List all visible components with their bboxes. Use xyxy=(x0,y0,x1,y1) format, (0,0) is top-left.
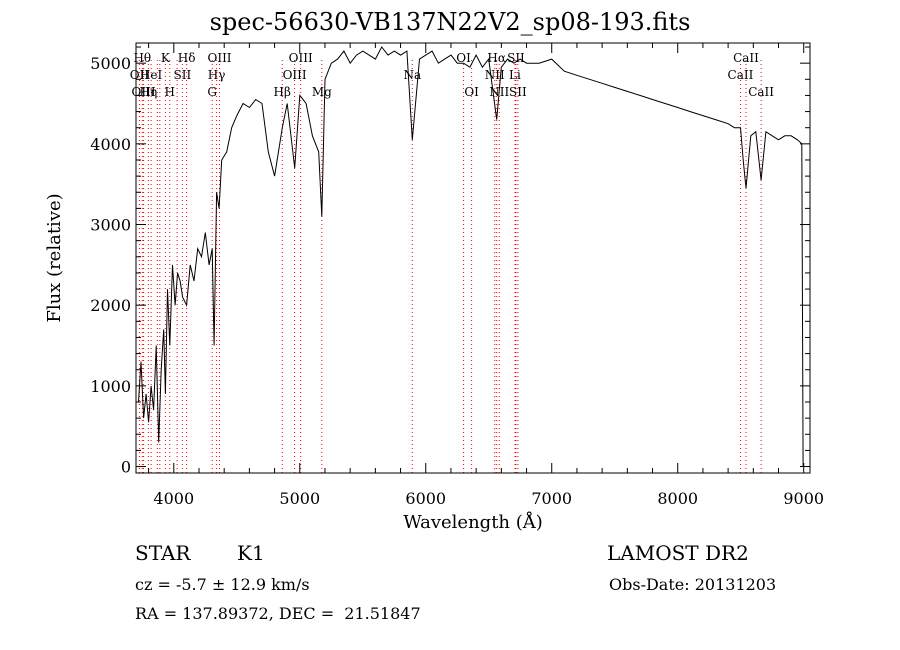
line-label: SII xyxy=(509,85,527,99)
object-class: STAR xyxy=(135,541,191,565)
x-tick-label: 9000 xyxy=(783,489,824,508)
y-axis-label: Flux (relative) xyxy=(44,193,65,322)
line-label: Hθ xyxy=(133,51,151,65)
x-tick-label: 6000 xyxy=(405,489,446,508)
line-label: OIII xyxy=(132,85,156,99)
line-label: SII xyxy=(507,51,525,65)
survey-name: LAMOST DR2 xyxy=(607,541,749,565)
line-label: CaII xyxy=(748,85,774,99)
line-label: K xyxy=(161,51,171,65)
line-labels: OIIHθOIIIHηHeIKHSIIHδGHγOIIIHβOIIIOIIIMg… xyxy=(130,51,775,99)
redshift-info: cz = -5.7 ± 12.9 km/s xyxy=(135,575,310,594)
line-label: H xyxy=(165,85,175,99)
chart-title: spec-56630-VB137N22V2_sp08-193.fits xyxy=(209,8,691,36)
line-label: OII xyxy=(130,68,150,82)
spectrum-line xyxy=(138,46,804,467)
line-label: HeI xyxy=(140,68,163,82)
coordinates: RA = 137.89372, DEC = 21.51847 xyxy=(135,604,421,623)
line-label: SII xyxy=(174,68,192,82)
line-label: Hβ xyxy=(274,85,291,99)
y-tick-label: 3000 xyxy=(90,216,131,235)
line-label: Na xyxy=(403,68,421,82)
line-label: OI xyxy=(464,85,479,99)
line-label: G xyxy=(207,85,217,99)
line-label: CaII xyxy=(728,68,754,82)
axis-ticks: 4000 5000 6000 7000 8000 9000 0 1000 2000 3000 400… xyxy=(90,43,824,508)
y-tick-label: 4000 xyxy=(90,135,131,154)
line-label: NII xyxy=(485,68,505,82)
object-subclass: K1 xyxy=(237,541,265,565)
line-label: Mg xyxy=(312,85,332,99)
x-axis-label: Wavelength (Å) xyxy=(403,511,543,533)
x-tick-label: 7000 xyxy=(531,489,572,508)
obs-date: Obs-Date: 20131203 xyxy=(609,575,777,594)
x-tick-label: 8000 xyxy=(657,489,698,508)
line-label: Hδ xyxy=(178,51,196,65)
line-label: OIII xyxy=(207,51,231,65)
line-label: Hα xyxy=(487,51,506,65)
line-label: OIII xyxy=(283,68,307,82)
line-label: OI xyxy=(456,51,471,65)
y-tick-label: 1000 xyxy=(90,377,131,396)
y-tick-label: 0 xyxy=(121,458,131,477)
line-label: Li xyxy=(509,68,521,82)
spectral-line-markers xyxy=(138,60,762,473)
plot-frame xyxy=(135,42,811,474)
line-label: OIII xyxy=(289,51,313,65)
line-label: Hη xyxy=(140,85,158,99)
y-tick-label: 2000 xyxy=(90,296,131,315)
x-tick-label: 5000 xyxy=(279,489,320,508)
line-label: NII xyxy=(489,85,509,99)
x-tick-label: 4000 xyxy=(153,489,194,508)
y-tick-label: 5000 xyxy=(90,54,131,73)
line-label: CaII xyxy=(733,51,759,65)
line-label: Hγ xyxy=(208,68,226,82)
